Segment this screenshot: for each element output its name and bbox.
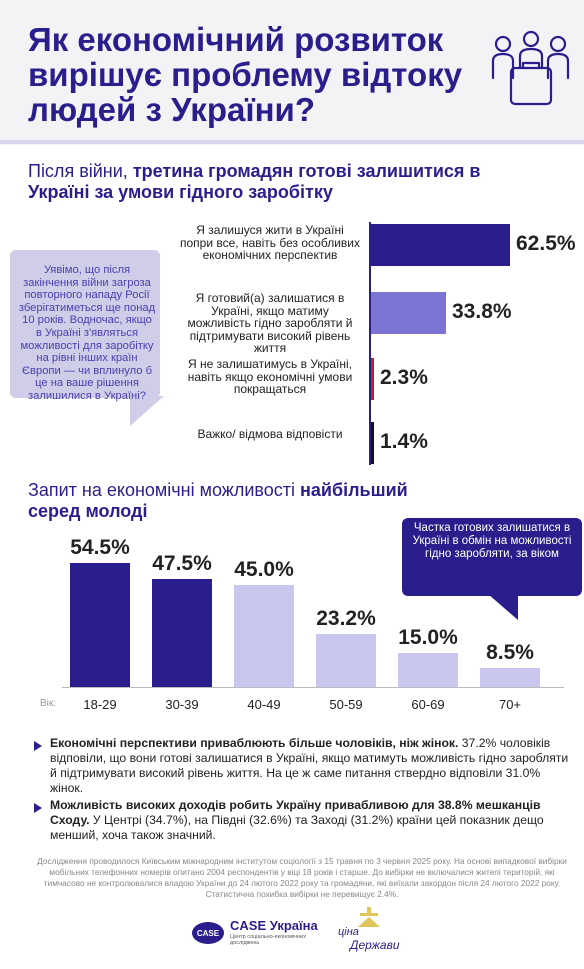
section1-heading-normal: Після війни,: [28, 161, 133, 181]
question-bubble-tail: [130, 396, 164, 426]
age-bar: [316, 634, 376, 687]
section2-heading-strong: найбільший серед молоді: [28, 480, 408, 521]
note-bullet: [34, 803, 42, 813]
note-gender-text: 37.2% чоловіків відповіли, що вони готов…: [50, 736, 569, 795]
methodology-text: Дослідження проводилося Київським міжнар…: [37, 856, 567, 899]
age-bar-value-label: 54.5%: [70, 536, 130, 559]
header-divider: [0, 140, 584, 144]
hbar-category-label: Я не залишатимусь в Україні, навіть якщо…: [187, 357, 353, 396]
age-bar: [234, 585, 294, 687]
age-callout: [402, 518, 582, 596]
note-bullet: [34, 741, 42, 751]
hbar-bar: [370, 224, 510, 266]
note-region-bold: Можливість високих доходів робить Україн…: [50, 798, 541, 827]
case-logo-subtitle: Центр соціально-економічних досліджень: [230, 934, 306, 946]
age-category-label: 60-69: [411, 697, 445, 712]
age-bar: [480, 668, 540, 687]
age-bar-value-label: 8.5%: [486, 641, 534, 664]
page-title: Як економічний розвиток вирішує проблему…: [28, 21, 463, 128]
section2-heading: Запит на економічні можливості найбільши…: [28, 480, 448, 522]
header: [0, 0, 584, 145]
hbar-bar: [370, 292, 446, 334]
section1-heading: Після війни, третина громадян готові зал…: [28, 161, 488, 203]
tsina-derzhavy-logo-icon: [358, 907, 380, 927]
age-bar-value-label: 45.0%: [234, 558, 294, 581]
note-gender-bold: Економічні перспективи приваблюють більш…: [50, 736, 459, 750]
age-category-label: 40-49: [247, 697, 281, 712]
hbar-value-label: 2.3%: [380, 366, 428, 389]
hbar-bar: [370, 422, 374, 464]
hbar-axis: [369, 222, 371, 465]
note-gender: Економічні перспективи приваблюють більш…: [50, 736, 570, 796]
question-text: Уявімо, що після закінчення війни загроз…: [18, 264, 156, 402]
hbar-category-label: Важко/ відмова відповісти: [197, 427, 343, 441]
note-region: Можливість високих доходів робить Україн…: [50, 798, 570, 843]
case-logo-badge: CASE: [197, 929, 220, 938]
age-chart-baseline: [62, 687, 564, 688]
age-bar: [70, 563, 130, 687]
age-bar: [398, 653, 458, 687]
age-bar-value-label: 23.2%: [316, 607, 376, 630]
age-category-label: 18-29: [83, 697, 117, 712]
case-logo-name: CASE Україна: [230, 918, 318, 933]
hbar-bar: [370, 358, 374, 400]
note-region-text: У Центрі (34.7%), на Півдні (32.6%) та З…: [50, 813, 544, 842]
people-luggage-icon: [491, 30, 570, 106]
hbar-value-label: 62.5%: [516, 232, 576, 255]
age-bar-value-label: 47.5%: [152, 552, 212, 575]
hbar-value-label: 33.8%: [452, 300, 512, 323]
age-axis-title: Вік:: [40, 698, 57, 709]
section2-heading-normal: Запит на економічні можливості: [28, 480, 301, 500]
question-bubble: [10, 250, 160, 398]
tsina-logo-line1: ціна: [338, 926, 359, 938]
hbar-category-label: Я готовий(а) залишатися в Україні, якщо …: [187, 291, 353, 355]
section1-heading-strong: третина громадян готові залишитися в Укр…: [28, 161, 481, 202]
age-bar: [152, 579, 212, 687]
age-category-label: 70+: [498, 697, 522, 712]
tsina-logo-line2: Держави: [350, 938, 400, 952]
age-category-label: 50-59: [329, 697, 363, 712]
age-callout-tail: [488, 594, 518, 620]
hbar-value-label: 1.4%: [380, 430, 428, 453]
hbar-category-label: Я залишуся жити в Україні попри все, нав…: [180, 223, 360, 262]
age-callout-text: Частка готових залишатися в Україні в об…: [412, 522, 572, 560]
case-logo-icon: CASE: [192, 922, 224, 944]
age-bar-value-label: 15.0%: [398, 626, 458, 649]
age-category-label: 30-39: [165, 697, 199, 712]
